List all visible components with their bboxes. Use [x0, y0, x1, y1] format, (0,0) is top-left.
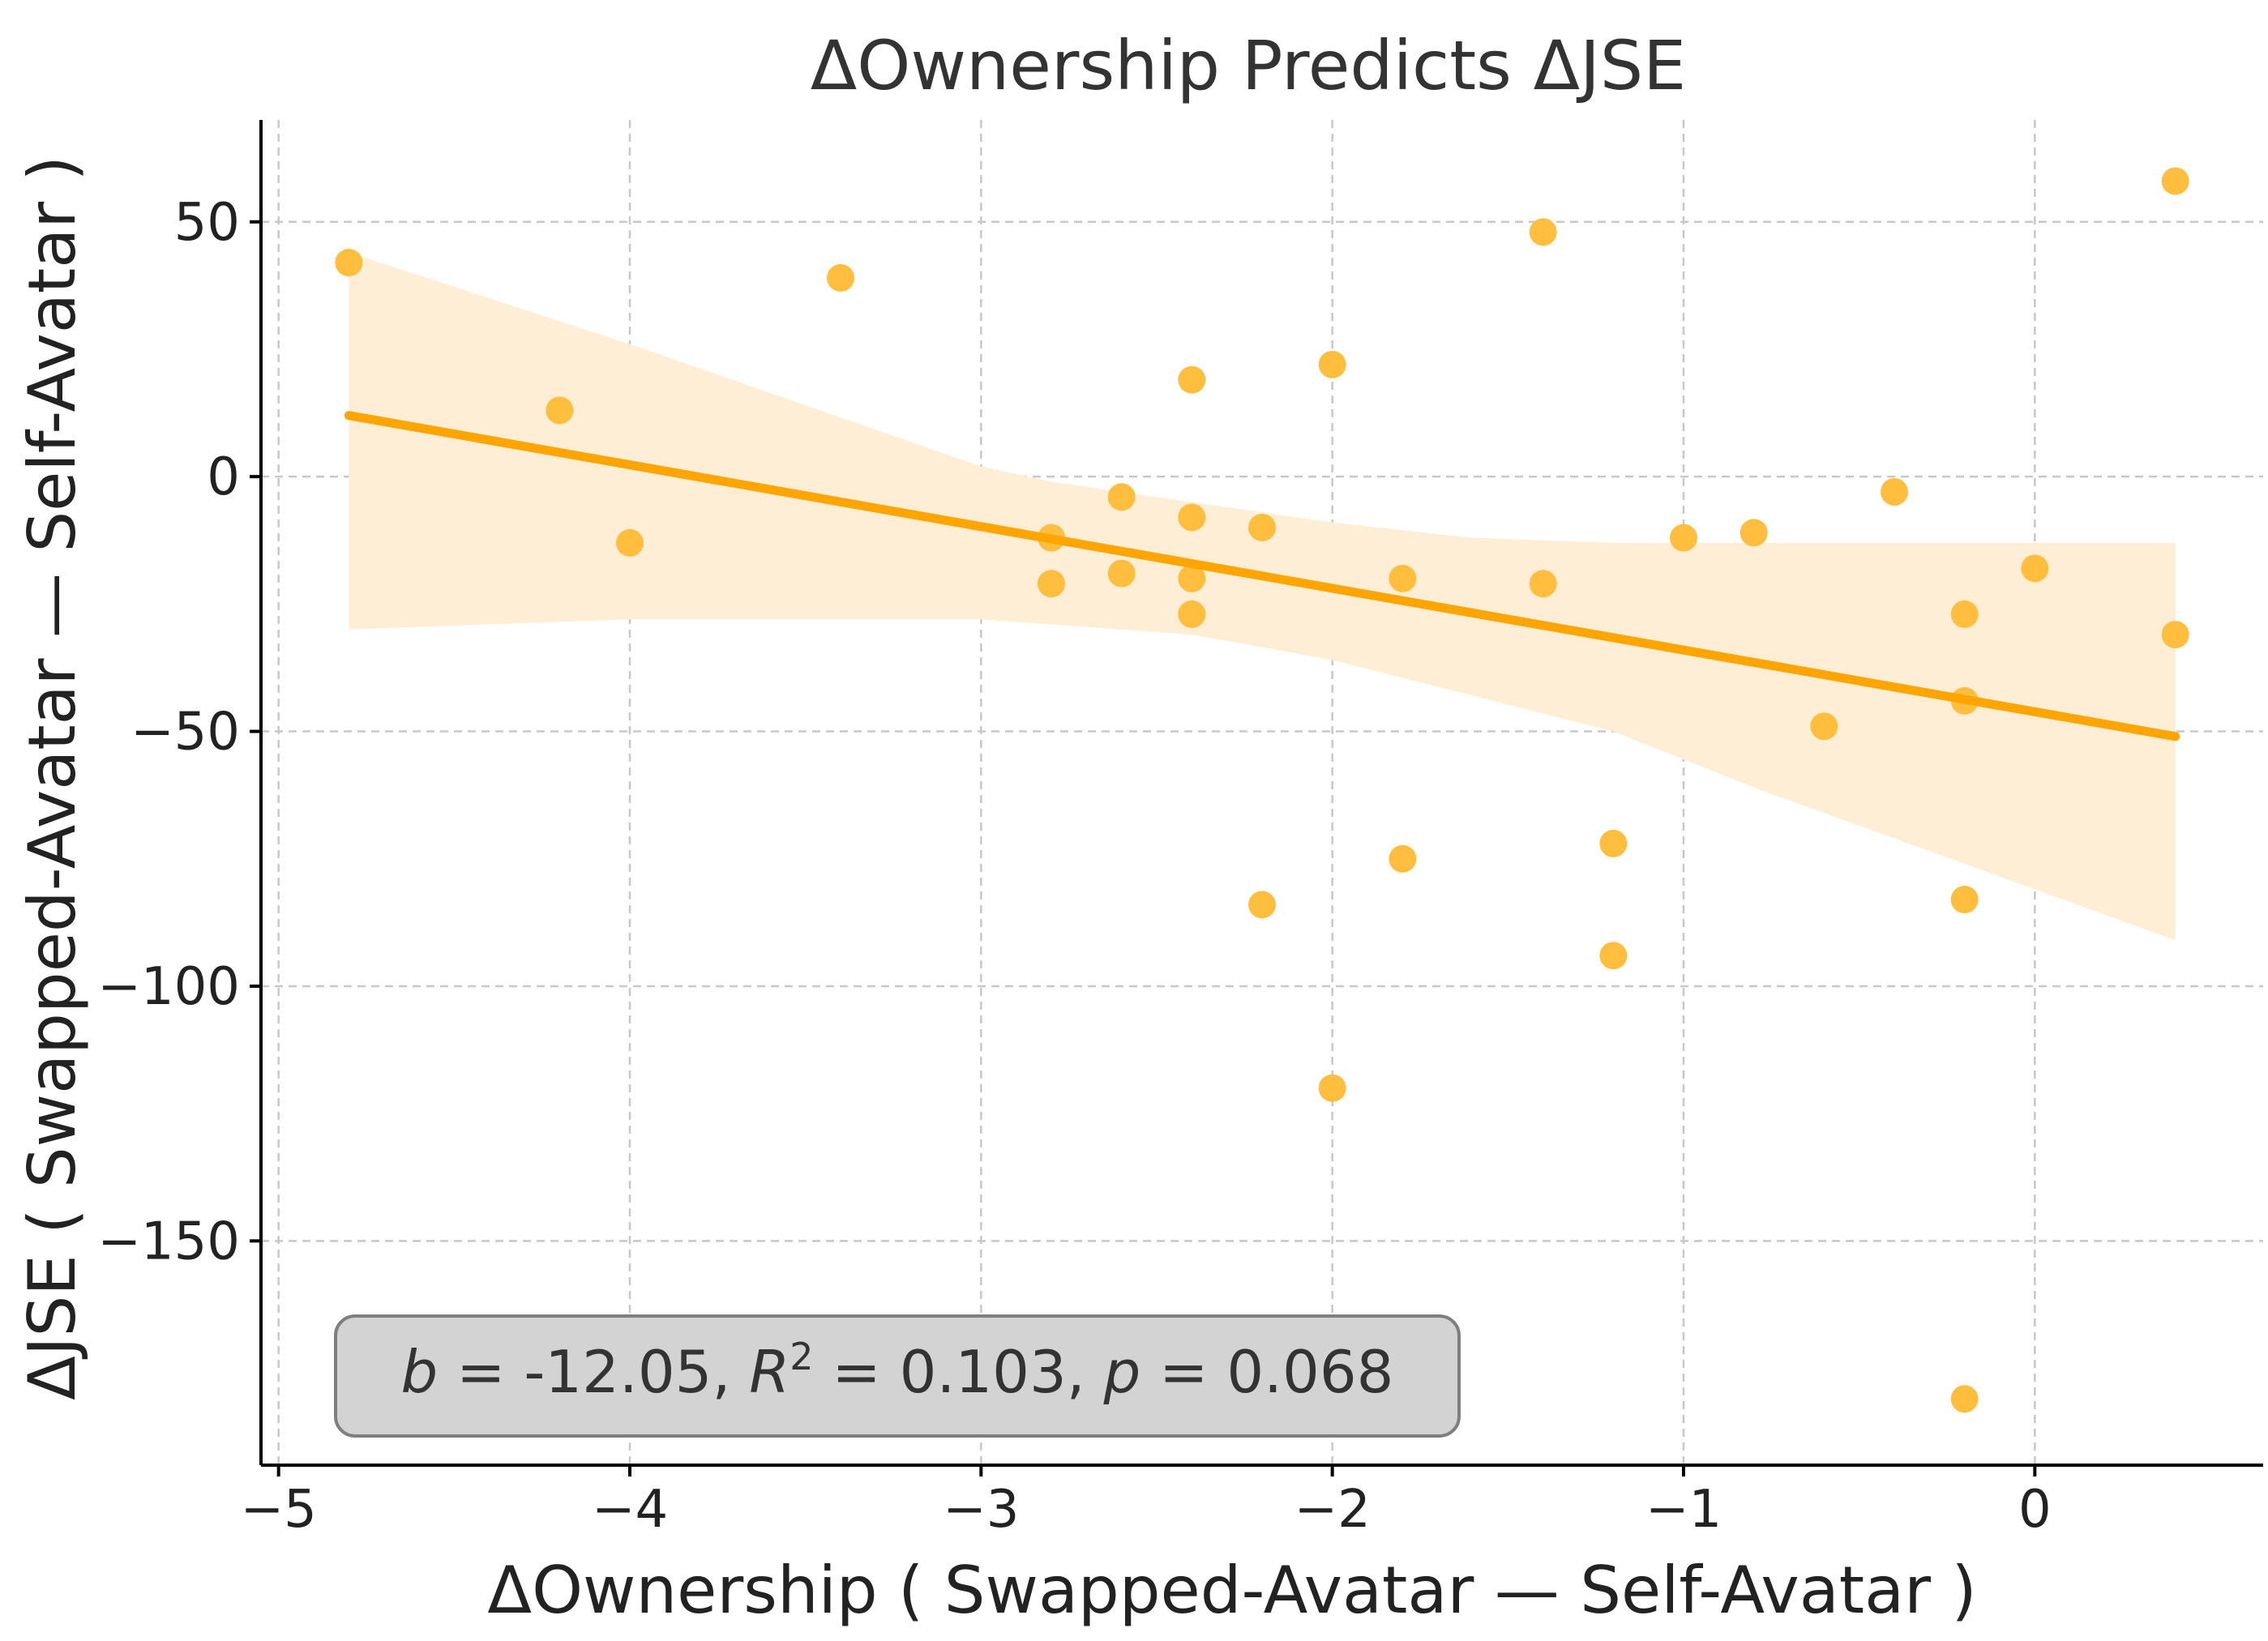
- y-tick-label: 0: [207, 447, 240, 507]
- b-value: -12.05: [524, 1338, 712, 1406]
- data-point: [1107, 559, 1136, 588]
- x-tick-label: −3: [943, 1480, 1019, 1540]
- y-tick-label: −150: [97, 1212, 240, 1271]
- data-point: [1881, 478, 1908, 506]
- x-tick-label: −4: [592, 1480, 668, 1540]
- x-tick-label: 0: [2018, 1480, 2052, 1540]
- data-point: [1810, 712, 1838, 741]
- data-point: [1670, 523, 1697, 552]
- data-point: [1178, 503, 1206, 532]
- data-point: [1178, 564, 1206, 592]
- p-label: p: [1103, 1338, 1141, 1406]
- y-tick-label: 50: [174, 193, 240, 253]
- data-point: [1318, 1074, 1346, 1102]
- data-point: [1599, 829, 1628, 857]
- data-point: [1318, 350, 1346, 378]
- stats-text: b = -12.05, R2 = 0.103, p = 0.068: [401, 1335, 1394, 1406]
- data-points: [335, 167, 2189, 1413]
- data-point: [827, 263, 854, 292]
- data-point: [1599, 942, 1628, 970]
- data-point: [1389, 564, 1417, 592]
- stats-box: [334, 1314, 1461, 1438]
- chart-title: ΔOwnership Predicts ΔJSE: [811, 26, 1687, 105]
- y-tick-label: −50: [131, 703, 240, 763]
- b-label: b: [401, 1338, 439, 1406]
- data-point: [1529, 218, 1557, 246]
- data-point: [2161, 167, 2189, 195]
- data-point: [616, 528, 644, 557]
- data-point: [546, 396, 574, 425]
- data-point: [1248, 514, 1276, 542]
- x-tick-label: −1: [1645, 1480, 1722, 1540]
- x-tick-label: −2: [1294, 1480, 1370, 1540]
- data-point: [1178, 365, 1206, 394]
- data-point: [1178, 600, 1206, 628]
- grid-lines: [261, 120, 2263, 1465]
- data-point: [1740, 519, 1768, 547]
- x-tick-label: −5: [240, 1480, 316, 1540]
- r-squared-label: R: [749, 1338, 790, 1406]
- axes: −5 −4 −3 −2 −1 0 50 0 −50 −100 −150: [97, 120, 2263, 1540]
- data-point: [1248, 891, 1276, 919]
- data-point: [2021, 554, 2049, 583]
- data-point: [2161, 621, 2189, 649]
- data-point: [1529, 570, 1557, 598]
- y-tick-label: −100: [97, 957, 240, 1017]
- confidence-band: [349, 252, 2176, 941]
- p-value: 0.068: [1226, 1338, 1393, 1406]
- r-squared-value: 0.103: [900, 1338, 1067, 1406]
- data-point: [1950, 600, 1979, 628]
- data-point: [1950, 1385, 1979, 1413]
- r-squared-power: 2: [790, 1335, 813, 1378]
- data-point: [1389, 844, 1417, 873]
- y-axis-label: ΔJSE ( Swapped-Avatar — Self-Avatar ): [15, 156, 90, 1400]
- regression-line: [344, 411, 2180, 741]
- stats-annotation: b = -12.05, R2 = 0.103, p = 0.068: [334, 1314, 1461, 1438]
- data-point: [1107, 483, 1136, 511]
- data-point: [1950, 886, 1979, 914]
- data-point: [335, 249, 363, 277]
- x-axis-label: ΔOwnership ( Swapped-Avatar — Self-Avata…: [487, 1553, 1976, 1628]
- data-point: [1038, 570, 1065, 598]
